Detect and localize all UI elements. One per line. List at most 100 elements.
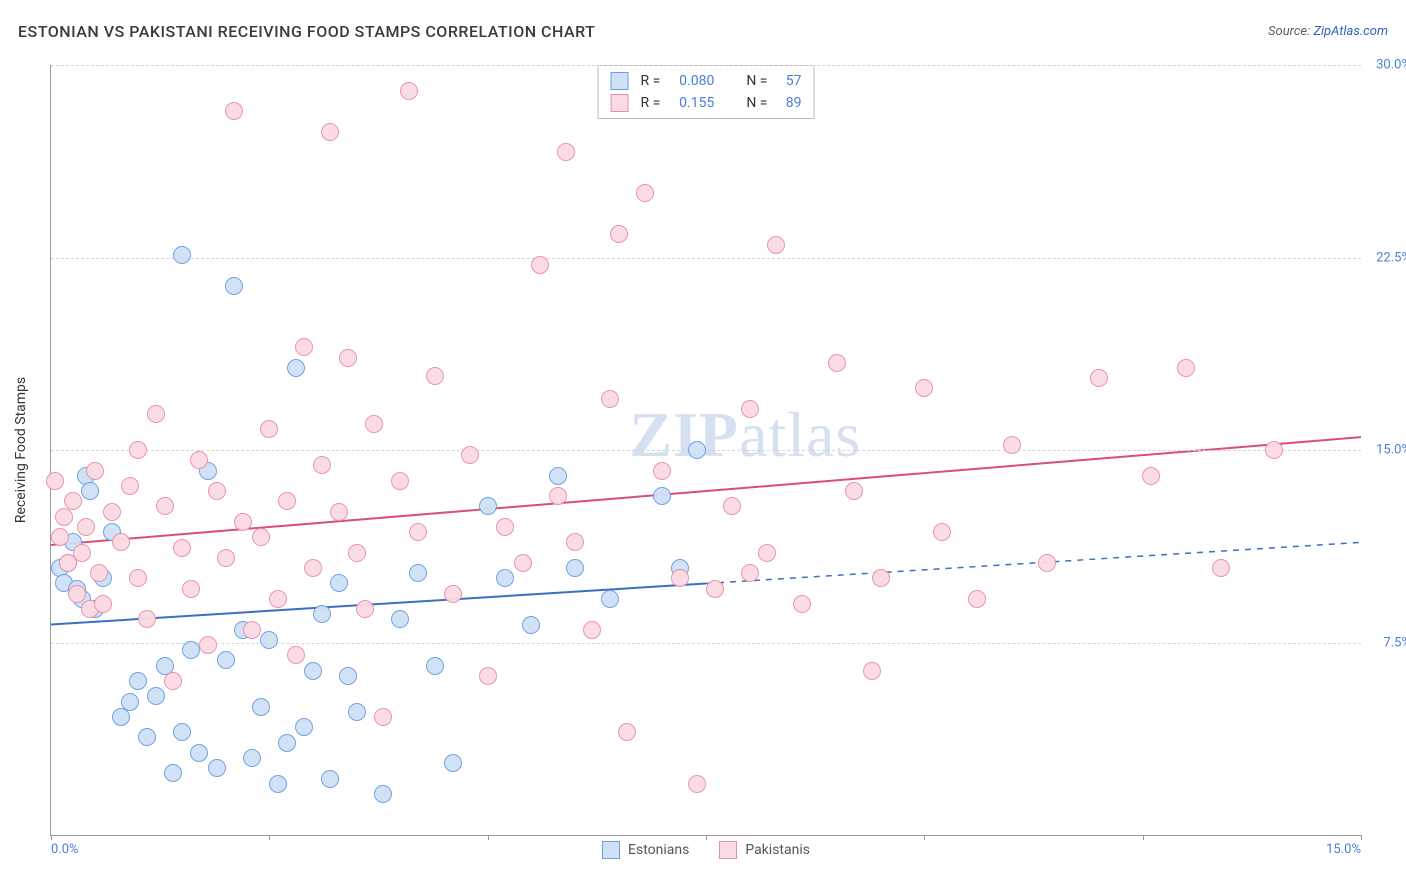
- pakistanis-point: [688, 775, 706, 793]
- estonians-point: [164, 764, 182, 782]
- pakistanis-point: [758, 544, 776, 562]
- pakistanis-point: [234, 513, 252, 531]
- estonians-point: [653, 487, 671, 505]
- estonians-trendline-extrap: [706, 542, 1361, 583]
- pakistanis-point: [636, 184, 654, 202]
- r-label: R =: [641, 92, 661, 114]
- scatter-plot: Receiving Food Stamps ZIPatlas R =0.080N…: [50, 65, 1361, 836]
- pakistanis-point: [339, 349, 357, 367]
- x-tick: [1361, 835, 1362, 840]
- estonians-point: [522, 616, 540, 634]
- pakistanis-point: [313, 456, 331, 474]
- source-credit: Source: ZipAtlas.com: [1268, 24, 1388, 39]
- pakistanis-point: [64, 492, 82, 510]
- estonians-point: [549, 467, 567, 485]
- estonians-swatch: [611, 72, 629, 90]
- pakistanis-point: [103, 503, 121, 521]
- pakistanis-point: [199, 636, 217, 654]
- pakistanis-point: [610, 225, 628, 243]
- pakistanis-point: [374, 708, 392, 726]
- pakistanis-point: [278, 492, 296, 510]
- estonians-point: [173, 246, 191, 264]
- pakistanis-point: [269, 590, 287, 608]
- y-tick-label: 7.5%: [1366, 635, 1406, 650]
- pakistanis-point: [557, 143, 575, 161]
- pakistanis-point: [86, 462, 104, 480]
- estonians-point: [182, 641, 200, 659]
- x-tick-label: 15.0%: [1326, 842, 1361, 857]
- r-value: 0.080: [670, 70, 714, 92]
- pakistanis-point: [147, 405, 165, 423]
- pakistanis-point: [77, 518, 95, 536]
- pakistanis-point: [208, 482, 226, 500]
- series-legend: EstoniansPakistanis: [602, 841, 810, 859]
- pakistanis-point: [1265, 441, 1283, 459]
- pakistanis-point: [566, 533, 584, 551]
- pakistanis-point: [129, 569, 147, 587]
- pakistanis-point: [400, 82, 418, 100]
- pakistanis-point: [549, 487, 567, 505]
- estonians-point: [496, 569, 514, 587]
- source-link[interactable]: ZipAtlas.com: [1313, 24, 1388, 39]
- estonians-point: [260, 631, 278, 649]
- pakistanis-point: [1212, 559, 1230, 577]
- pakistanis-point: [741, 564, 759, 582]
- pakistanis-point: [55, 508, 73, 526]
- n-value: 57: [777, 70, 801, 92]
- pakistanis-point: [409, 523, 427, 541]
- stats-row-estonians: R = 0.080 N = 57: [611, 70, 802, 92]
- stats-legend: R =0.080N =57R =0.155N =89: [598, 65, 815, 119]
- legend-label: Pakistanis: [745, 842, 810, 858]
- x-tick: [1143, 835, 1144, 840]
- pakistanis-point: [767, 236, 785, 254]
- pakistanis-point: [514, 554, 532, 572]
- pakistanis-point: [671, 569, 689, 587]
- n-label: N =: [746, 92, 767, 114]
- x-tick: [706, 835, 707, 840]
- estonians-point: [225, 277, 243, 295]
- pakistanis-point: [46, 472, 64, 490]
- pakistanis-point: [496, 518, 514, 536]
- r-value: 0.155: [670, 92, 714, 114]
- estonians-point: [391, 610, 409, 628]
- estonians-point: [304, 662, 322, 680]
- pakistanis-point: [1177, 359, 1195, 377]
- estonians-point: [409, 564, 427, 582]
- gridline: [51, 643, 1361, 644]
- estonians-point: [426, 657, 444, 675]
- pakistanis-point: [51, 528, 69, 546]
- gridline: [51, 258, 1361, 259]
- estonians-point: [112, 708, 130, 726]
- pakistanis-point: [164, 672, 182, 690]
- pakistanis-point: [94, 595, 112, 613]
- pakistanis-point: [304, 559, 322, 577]
- estonians-point: [348, 703, 366, 721]
- pakistanis-point: [129, 441, 147, 459]
- pakistanis-point: [618, 723, 636, 741]
- pakistanis-point: [828, 354, 846, 372]
- y-tick-label: 30.0%: [1366, 58, 1406, 73]
- estonians-point: [339, 667, 357, 685]
- pakistanis-point: [156, 497, 174, 515]
- stats-row-pakistanis: R =0.155N =89: [611, 92, 802, 114]
- legend-item-pakistanis: Pakistanis: [719, 841, 810, 859]
- x-tick: [488, 835, 489, 840]
- pakistanis-point: [348, 544, 366, 562]
- estonians-point: [479, 497, 497, 515]
- r-label: R =: [641, 70, 661, 92]
- pakistanis-point: [173, 539, 191, 557]
- pakistanis-point: [112, 533, 130, 551]
- pakistanis-point: [933, 523, 951, 541]
- pakistanis-point: [365, 415, 383, 433]
- pakistanis-point: [295, 338, 313, 356]
- gridline: [51, 65, 1361, 66]
- pakistanis-point: [461, 446, 479, 464]
- estonians-point: [252, 698, 270, 716]
- pakistanis-point: [391, 472, 409, 490]
- estonians-point: [295, 718, 313, 736]
- estonians-point: [321, 770, 339, 788]
- pakistanis-point: [915, 379, 933, 397]
- pakistanis-point: [426, 367, 444, 385]
- n-label: N =: [746, 70, 767, 92]
- pakistanis-point: [217, 549, 235, 567]
